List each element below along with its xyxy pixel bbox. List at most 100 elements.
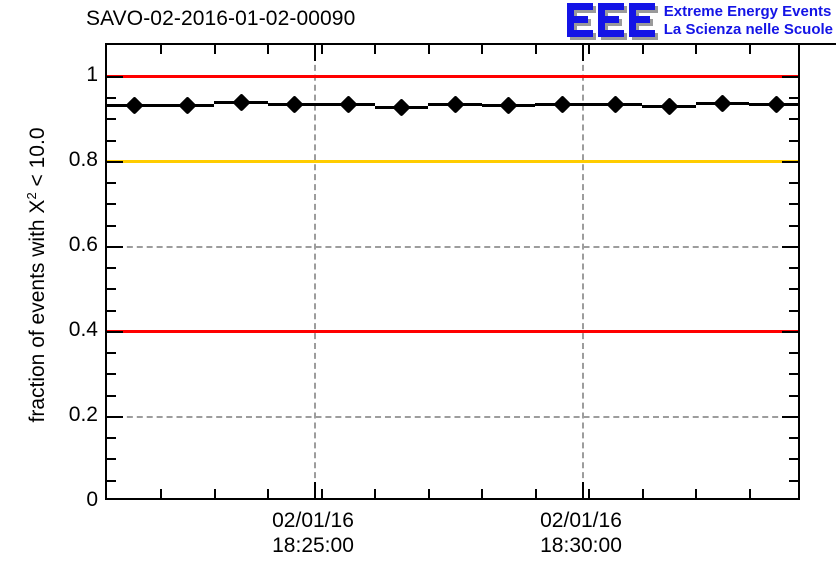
x-tick-major bbox=[582, 482, 584, 498]
x-tick-minor bbox=[320, 489, 323, 498]
x-tick-top-minor bbox=[748, 45, 751, 54]
y-tick-minor bbox=[107, 309, 116, 312]
y-tick-right-minor bbox=[789, 267, 798, 270]
y-tick-minor bbox=[107, 288, 116, 291]
x-tick-label-time: 18:25:00 bbox=[272, 534, 354, 557]
eee-letter-3-icon bbox=[628, 3, 658, 40]
reference-line-lower-red-threshold bbox=[107, 330, 798, 334]
data-point bbox=[766, 94, 786, 114]
y-tick-right-major bbox=[782, 245, 798, 248]
data-point bbox=[499, 96, 518, 115]
y-tick-right-major bbox=[782, 415, 798, 418]
gridline-horizontal bbox=[107, 245, 798, 248]
reference-line-upper-red-threshold bbox=[107, 75, 798, 79]
x-tick-major bbox=[314, 482, 316, 498]
eee-logo-line1: Extreme Energy Events bbox=[663, 3, 832, 20]
y-tick-minor bbox=[107, 479, 116, 482]
y-tick-right-minor bbox=[789, 479, 798, 482]
data-point bbox=[552, 95, 572, 114]
data-point bbox=[178, 96, 197, 115]
x-tick-top-minor bbox=[427, 45, 430, 54]
data-point bbox=[659, 97, 679, 116]
y-tick-right-minor bbox=[789, 139, 798, 142]
x-tick-top-major bbox=[314, 45, 316, 61]
data-point bbox=[713, 94, 732, 113]
reference-line-yellow-threshold bbox=[107, 160, 798, 164]
y-tick-right-minor bbox=[789, 224, 798, 227]
eee-logo-text: Extreme Energy Events La Scienza nelle S… bbox=[664, 2, 833, 39]
x-tick-top-minor bbox=[695, 45, 697, 54]
eee-letter-1-icon bbox=[566, 3, 596, 40]
x-tick-top-minor bbox=[160, 45, 162, 54]
y-tick-minor bbox=[107, 458, 116, 461]
x-tick-minor bbox=[748, 489, 751, 498]
plot-area bbox=[105, 43, 800, 500]
y-tick-minor bbox=[107, 267, 116, 270]
y-tick-minor bbox=[107, 352, 116, 355]
eee-letter-2-icon bbox=[597, 3, 627, 40]
y-tick-minor bbox=[107, 139, 116, 142]
y-tick-minor bbox=[107, 373, 116, 376]
x-tick-top-minor bbox=[641, 45, 644, 54]
gridline-horizontal bbox=[107, 415, 798, 418]
y-tick-minor bbox=[107, 437, 116, 440]
y-tick-label: 1 bbox=[86, 62, 98, 86]
x-tick-top-minor bbox=[374, 45, 376, 54]
y-tick-right-minor bbox=[789, 437, 798, 440]
y-tick-minor bbox=[107, 182, 116, 185]
y-tick-right-minor bbox=[789, 97, 798, 100]
x-tick-minor bbox=[213, 489, 216, 498]
y-tick-right-minor bbox=[789, 118, 798, 121]
y-tick-major bbox=[107, 245, 123, 248]
x-tick-minor bbox=[534, 489, 537, 498]
data-point bbox=[231, 93, 251, 113]
y-tick-major bbox=[107, 75, 123, 78]
x-tick-minor bbox=[160, 489, 162, 498]
y-tick-right-minor bbox=[789, 352, 798, 355]
x-tick-minor bbox=[374, 489, 376, 498]
y-tick-label: 0.6 bbox=[68, 232, 98, 256]
y-tick-minor bbox=[107, 97, 116, 100]
eee-logo-line2: La Scienza nelle Scuole bbox=[663, 21, 833, 38]
x-tick-minor bbox=[267, 489, 269, 498]
x-tick-minor bbox=[588, 489, 590, 498]
data-point bbox=[445, 95, 465, 115]
page-title: SAVO-02-2016-01-02-00090 bbox=[86, 7, 356, 30]
x-tick-label-date: 02/01/16 bbox=[272, 509, 354, 532]
x-tick-minor bbox=[427, 489, 430, 498]
x-tick-minor bbox=[641, 489, 644, 498]
y-tick-right-major bbox=[782, 75, 798, 78]
y-tick-right-major bbox=[782, 330, 798, 333]
y-tick-minor bbox=[107, 203, 116, 206]
eee-logo-mark bbox=[566, 3, 659, 40]
gridline-vertical bbox=[582, 45, 584, 498]
x-tick-top-minor bbox=[534, 45, 537, 54]
y-tick-label: 0.8 bbox=[68, 147, 98, 171]
y-axis-label-exponent: 2 bbox=[24, 192, 39, 200]
data-point bbox=[392, 98, 411, 118]
x-tick-top-minor bbox=[267, 45, 269, 54]
y-tick-right-major bbox=[782, 160, 798, 163]
y-tick-major bbox=[107, 330, 123, 333]
y-tick-right-minor bbox=[789, 288, 798, 291]
x-tick-top-minor bbox=[481, 45, 483, 54]
x-tick-minor bbox=[481, 489, 483, 498]
y-tick-label: 0 bbox=[86, 488, 98, 511]
eee-logo: Extreme Energy Events La Scienza nelle S… bbox=[566, 2, 833, 42]
x-tick-top-minor bbox=[588, 45, 590, 54]
y-tick-right-minor bbox=[789, 394, 798, 397]
y-tick-label: 0.2 bbox=[68, 402, 98, 426]
y-tick-label: 0.4 bbox=[68, 317, 98, 341]
y-tick-right-minor bbox=[789, 309, 798, 312]
data-point bbox=[606, 95, 625, 114]
y-tick-minor bbox=[107, 394, 116, 397]
x-tick-top-major bbox=[582, 45, 584, 61]
x-tick-label: 02/01/16 18:30:00 bbox=[491, 508, 671, 558]
x-tick-minor bbox=[695, 489, 697, 498]
data-point bbox=[338, 94, 358, 114]
y-tick-right-minor bbox=[789, 182, 798, 185]
data-point bbox=[124, 96, 144, 115]
plot-inner bbox=[107, 45, 798, 498]
y-axis-label: fraction of events with X2 < 10.0 bbox=[24, 40, 50, 510]
